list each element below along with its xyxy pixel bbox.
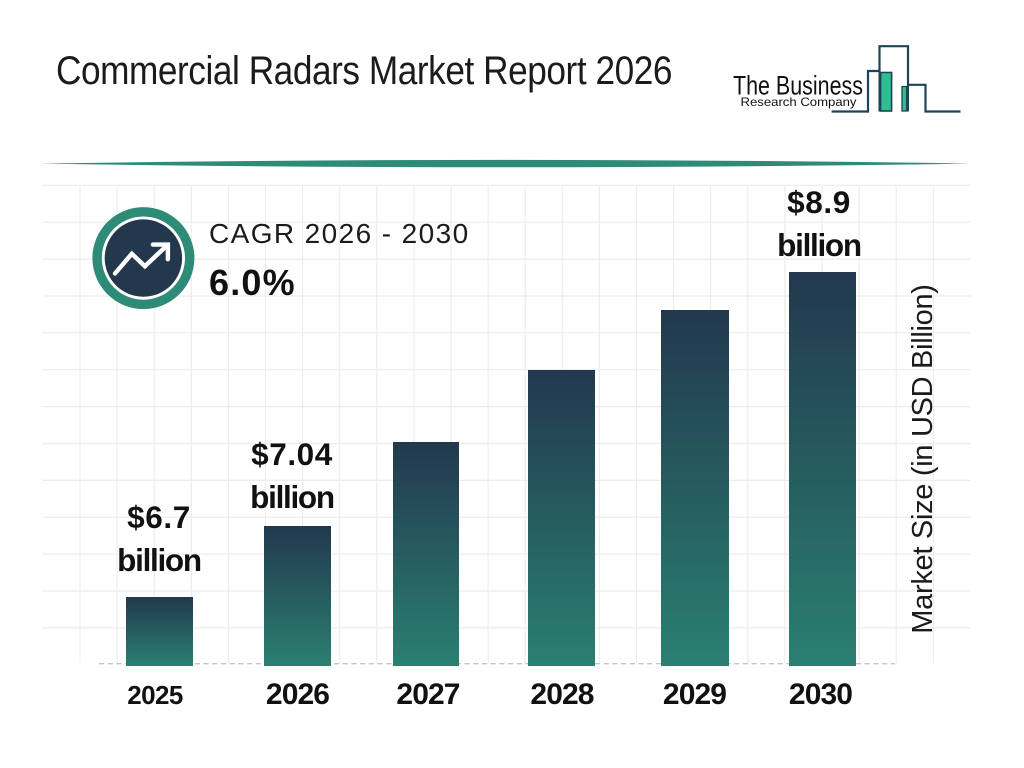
svg-text:Research Company: Research Company	[741, 95, 857, 109]
svg-text:The Business: The Business	[733, 70, 863, 100]
